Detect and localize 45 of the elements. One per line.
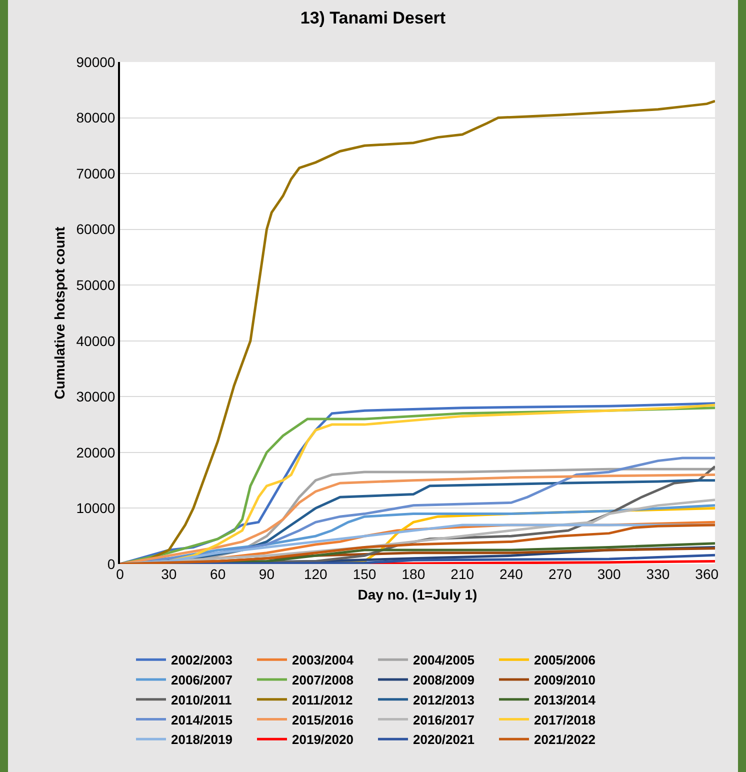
legend-label: 2007/2008	[292, 672, 354, 688]
x-tick-label: 270	[548, 566, 572, 582]
chart-title: 13) Tanami Desert	[300, 8, 446, 28]
legend-label: 2015/2016	[292, 712, 354, 728]
x-tick-label: 150	[352, 566, 376, 582]
legend-label: 2006/2007	[171, 672, 232, 688]
legend-label: 2009/2010	[534, 672, 596, 688]
y-tick-label: 60000	[76, 221, 116, 238]
x-tick-label: 300	[597, 566, 621, 582]
legend-label: 2017/2018	[534, 712, 596, 728]
legend-label: 2019/2020	[292, 732, 354, 748]
y-tick-label: 90000	[76, 54, 116, 70]
y-tick-label: 30000	[76, 388, 116, 405]
x-tick-label: 180	[402, 566, 426, 582]
x-tick-label: 330	[646, 566, 670, 582]
y-tick-label: 40000	[76, 332, 116, 349]
legend-label: 2021/2022	[534, 732, 596, 748]
legend-label: 2020/2021	[413, 732, 474, 748]
legend-label: 2016/2017	[413, 712, 474, 728]
legend-label: 2002/2003	[171, 652, 232, 668]
x-tick-label: 240	[500, 566, 524, 582]
x-tick-label: 210	[450, 566, 474, 582]
x-tick-label: 90	[258, 566, 275, 582]
legend-label: 2010/2011	[171, 692, 232, 708]
legend-label: 2004/2005	[413, 652, 474, 668]
y-axis-title: Cumulative hotspot count	[51, 226, 68, 400]
x-tick-label: 60	[210, 566, 226, 582]
legend-label: 2012/2013	[413, 692, 474, 708]
legend-label: 2003/2004	[292, 652, 354, 668]
y-tick-label: 80000	[76, 110, 116, 126]
x-axis-title: Day no. (1=July 1)	[358, 586, 478, 602]
y-tick-label: 20000	[76, 444, 116, 460]
legend-label: 2005/2006	[534, 652, 596, 668]
x-tick-label: 120	[304, 566, 328, 582]
legend-label: 2008/2009	[413, 672, 474, 688]
y-tick-label: 10000	[76, 500, 116, 516]
x-tick-label: 30	[161, 566, 177, 582]
legend-label: 2014/2015	[171, 712, 232, 728]
x-tick-label: 360	[695, 566, 719, 582]
legend-label: 2018/2019	[171, 732, 232, 748]
y-tick-label: 0	[107, 556, 116, 572]
legend-label: 2013/2014	[534, 692, 596, 708]
y-tick-label: 50000	[76, 277, 116, 294]
y-tick-label: 70000	[76, 165, 116, 182]
legend-label: 2011/2012	[292, 692, 353, 708]
